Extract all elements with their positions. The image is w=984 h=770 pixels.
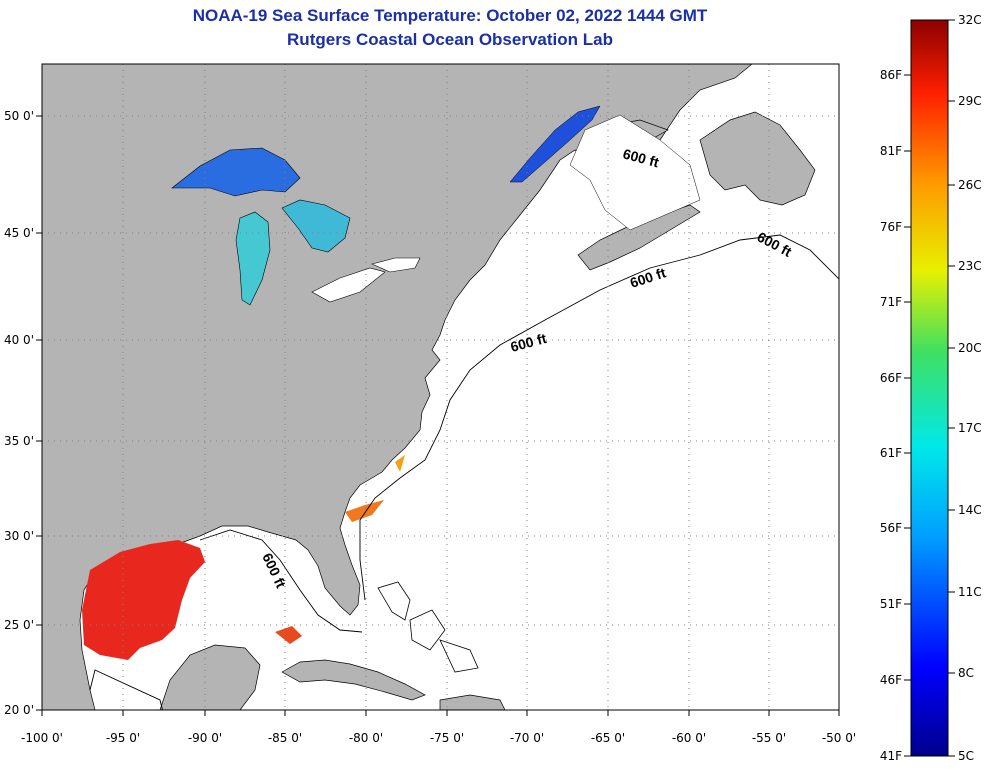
lon-tick-label: -95 0' bbox=[106, 731, 140, 745]
hispaniola-land bbox=[439, 694, 506, 710]
colorbar-label-fahrenheit: 56F bbox=[880, 521, 902, 535]
lake-michigan bbox=[235, 211, 271, 306]
colorbar-label-celsius: 14C bbox=[958, 503, 982, 517]
colorbar-label-fahrenheit: 41F bbox=[880, 749, 902, 763]
map-frame bbox=[41, 63, 840, 711]
colorbar-label-celsius: 26C bbox=[958, 178, 982, 192]
lat-tick-label: 35 0' bbox=[4, 434, 34, 448]
lake-erie bbox=[311, 267, 386, 303]
colorbar-label-celsius: 17C bbox=[958, 421, 982, 435]
lon-tick-label: -75 0' bbox=[430, 731, 464, 745]
gulf-st-lawrence bbox=[569, 114, 701, 231]
lon-tick-label: -60 0' bbox=[672, 731, 706, 745]
colorbar-label-celsius: 32C bbox=[958, 13, 982, 27]
colorbar-label-fahrenheit: 61F bbox=[880, 446, 902, 460]
cuba-land bbox=[281, 659, 426, 701]
colorbar-labels: 32C 29C 26C 23C 20C 17C 14C 11C 8C 5C 86F 81F 76F 71F… bbox=[880, 13, 982, 763]
lon-tick-label: -50 0' bbox=[822, 731, 856, 745]
latitude-axis: 50 0' 45 0' 40 0' 35 0' 30 0' 25 0' 20 0' bbox=[4, 109, 42, 717]
colorbar-label-fahrenheit: 76F bbox=[880, 220, 902, 234]
newfoundland-land bbox=[699, 111, 816, 206]
colorbar-label-fahrenheit: 46F bbox=[880, 673, 902, 687]
colorbar-label-celsius: 5C bbox=[958, 749, 974, 763]
colorbar-label-fahrenheit: 71F bbox=[880, 295, 902, 309]
lat-tick-label: 25 0' bbox=[4, 618, 34, 632]
georgia-coast-sst bbox=[395, 455, 405, 472]
carolina-sst bbox=[345, 500, 384, 522]
colorbar-label-celsius: 20C bbox=[958, 341, 982, 355]
lat-tick-label: 20 0' bbox=[4, 703, 34, 717]
grid-lines bbox=[42, 64, 839, 710]
colorbar-label-fahrenheit: 81F bbox=[880, 144, 902, 158]
lon-tick-label: -80 0' bbox=[349, 731, 383, 745]
colorbar-label-celsius: 11C bbox=[958, 585, 982, 599]
lat-tick-label: 30 0' bbox=[4, 529, 34, 543]
colorbar-label-celsius: 29C bbox=[958, 94, 982, 108]
lat-tick-label: 50 0' bbox=[4, 109, 34, 123]
gulf-warm-sst bbox=[82, 540, 205, 660]
lon-tick-label: -70 0' bbox=[510, 731, 544, 745]
lon-tick-label: -65 0' bbox=[591, 731, 625, 745]
colorbar-label-fahrenheit: 51F bbox=[880, 597, 902, 611]
isobath-line bbox=[89, 234, 839, 710]
colorbar-label-celsius: 23C bbox=[958, 259, 982, 273]
colorbar bbox=[910, 19, 949, 757]
lake-huron bbox=[281, 199, 351, 253]
colorbar-label-fahrenheit: 66F bbox=[880, 371, 902, 385]
lake-superior bbox=[171, 147, 301, 197]
lat-tick-label: 40 0' bbox=[4, 333, 34, 347]
lon-tick-label: -55 0' bbox=[752, 731, 786, 745]
yucatan-land bbox=[159, 644, 261, 710]
map-title: NOAA-19 Sea Surface Temperature: October… bbox=[192, 6, 708, 25]
bahamas-banks bbox=[377, 581, 479, 673]
lon-tick-label: -85 0' bbox=[268, 731, 302, 745]
lon-tick-label: -100 0' bbox=[21, 731, 63, 745]
lat-tick-label: 45 0' bbox=[4, 226, 34, 240]
florida-straits-sst bbox=[275, 626, 302, 644]
colorbar-label-celsius: 8C bbox=[958, 666, 974, 680]
lake-ontario bbox=[371, 257, 421, 273]
colorbar-label-fahrenheit: 86F bbox=[880, 68, 902, 82]
st-lawrence-sst bbox=[509, 105, 601, 183]
nova-scotia-land bbox=[577, 204, 701, 271]
lon-tick-label: -90 0' bbox=[188, 731, 222, 745]
longitude-axis: -100 0' -95 0' -90 0' -85 0' -80 0' -75 0' -70… bbox=[21, 710, 856, 745]
map-subtitle: Rutgers Coastal Ocean Observation Lab bbox=[287, 30, 613, 49]
